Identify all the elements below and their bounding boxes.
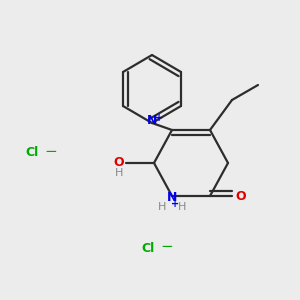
Text: O: O — [236, 190, 246, 202]
Text: N: N — [147, 114, 157, 127]
Text: N: N — [167, 191, 177, 204]
Text: −: − — [160, 239, 173, 254]
Text: +: + — [155, 112, 164, 123]
Text: H: H — [115, 168, 124, 178]
Text: Cl: Cl — [141, 242, 154, 254]
Text: −: − — [44, 144, 57, 159]
Text: Cl: Cl — [26, 146, 39, 160]
Text: O: O — [113, 157, 124, 169]
Text: H: H — [177, 202, 186, 212]
Text: H: H — [158, 202, 166, 212]
Text: +: + — [171, 200, 179, 209]
